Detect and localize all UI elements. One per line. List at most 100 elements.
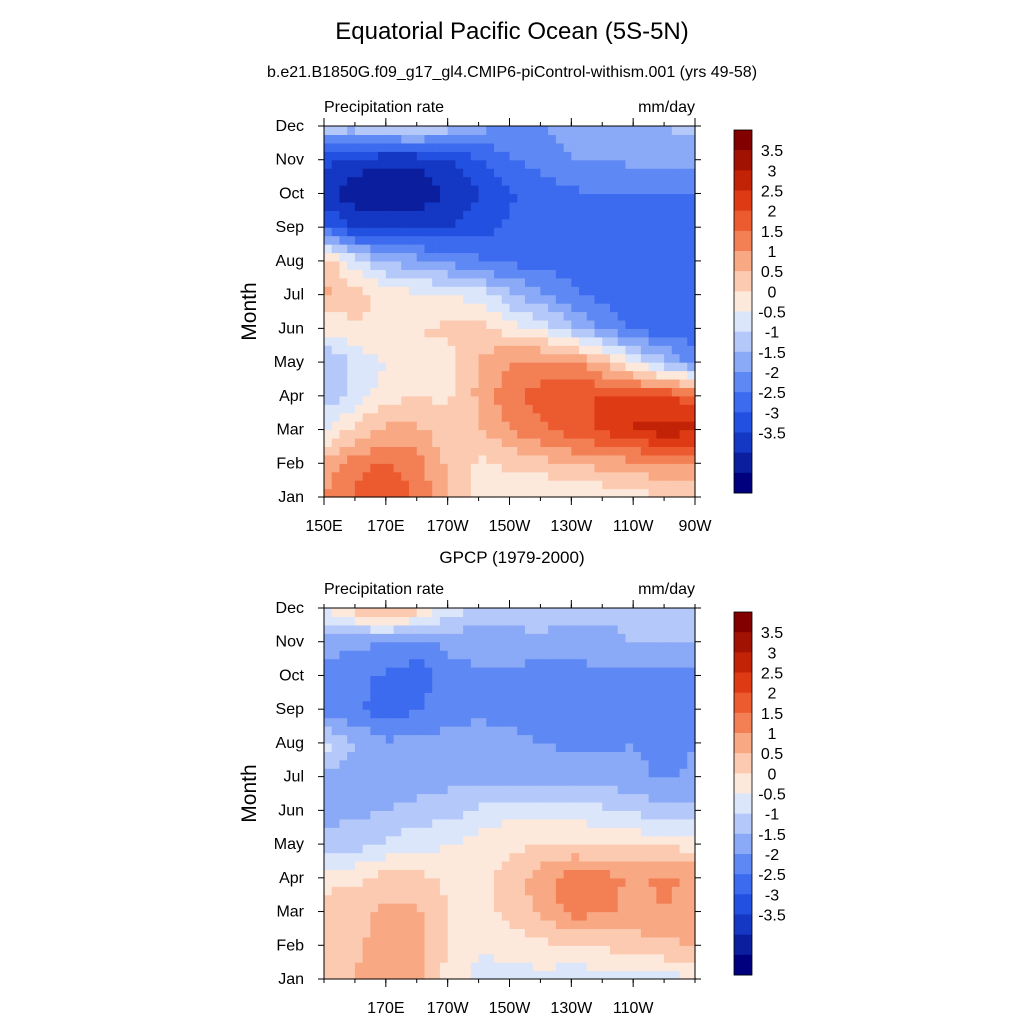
heatmap-cell [486, 210, 495, 220]
heatmap-cell [609, 776, 619, 786]
heatmap-cell [555, 446, 565, 456]
heatmap-cell [687, 260, 696, 270]
heatmap-cell [378, 227, 387, 237]
heatmap-cell [409, 311, 418, 321]
heatmap-cell [532, 328, 542, 338]
heatmap-cell [586, 953, 596, 963]
heatmap-cell [633, 801, 642, 811]
heatmap-cell [385, 835, 395, 845]
heatmap-cell [501, 742, 511, 752]
heatmap-cell [463, 633, 472, 643]
heatmap-cell [486, 404, 495, 414]
heatmap-cell [362, 709, 371, 719]
heatmap-cell [401, 936, 410, 946]
heatmap-cell [586, 269, 596, 279]
heatmap-cell [656, 260, 665, 270]
heatmap-cell [331, 945, 341, 955]
heatmap-cell [540, 269, 549, 279]
heatmap-cell [409, 683, 418, 693]
heatmap-cell [640, 319, 650, 329]
heatmap-cell [594, 886, 603, 896]
heatmap-cell [416, 751, 426, 761]
heatmap-cell [439, 201, 449, 211]
heatmap-cell [687, 844, 696, 854]
heatmap-cell [478, 437, 487, 448]
heatmap-cell [354, 624, 364, 634]
heatmap-cell [602, 480, 611, 490]
heatmap-cell [470, 970, 480, 980]
heatmap-cell [617, 911, 627, 921]
heatmap-cell [594, 633, 603, 643]
heatmap-cell [463, 768, 472, 778]
heatmap-cell [370, 218, 379, 228]
heatmap-cell [640, 641, 650, 651]
heatmap-cell [486, 869, 495, 879]
heatmap-cell [463, 404, 472, 414]
heatmap-cell [648, 176, 657, 186]
heatmap-cell [679, 201, 688, 211]
heatmap-cell [625, 210, 634, 220]
heatmap-cell [370, 827, 379, 837]
heatmap-cell [401, 970, 410, 980]
heatmap-cell [602, 260, 611, 270]
heatmap-cell [470, 667, 480, 677]
heatmap-cell [609, 886, 619, 896]
heatmap-cell [378, 210, 387, 220]
heatmap-cell [509, 877, 518, 887]
heatmap-cell [447, 454, 456, 464]
heatmap-cell [447, 303, 456, 313]
heatmap-cell [331, 886, 341, 896]
heatmap-cell [679, 252, 688, 262]
heatmap-cell [470, 235, 480, 245]
heatmap-cell [532, 911, 542, 921]
heatmap-cell [633, 269, 642, 279]
heatmap-cell [424, 210, 433, 220]
colorbar-label: -1.5 [758, 827, 786, 844]
heatmap-cell [370, 471, 379, 481]
heatmap-cell [664, 269, 673, 279]
y-tick-label: Aug [276, 735, 304, 752]
heatmap-cell [447, 633, 456, 643]
heatmap-cell [517, 286, 526, 296]
heatmap-cell [370, 894, 379, 904]
heatmap-cell [455, 776, 464, 786]
heatmap-cell [501, 717, 511, 727]
heatmap-cell [470, 759, 480, 769]
heatmap-cell [586, 801, 596, 811]
heatmap-cell [447, 742, 456, 752]
heatmap-cell [687, 911, 696, 921]
heatmap-cell [339, 709, 348, 719]
heatmap-cell [517, 235, 526, 245]
heatmap-cell [447, 852, 456, 862]
heatmap-cell [331, 709, 341, 719]
heatmap-cell [339, 785, 348, 795]
heatmap-cell [602, 201, 611, 211]
heatmap-cell [648, 608, 657, 618]
heatmap-cell [339, 488, 348, 498]
heatmap-cell [617, 886, 627, 896]
heatmap-cell [393, 176, 402, 186]
heatmap-cell [331, 142, 341, 152]
heatmap-cell [439, 658, 449, 668]
heatmap-cell [687, 717, 696, 727]
heatmap-cell [579, 277, 588, 287]
heatmap-cell [331, 928, 341, 938]
heatmap-cell [432, 903, 441, 913]
heatmap-cell [393, 168, 402, 178]
heatmap-cell [664, 894, 673, 904]
heatmap-cell [517, 168, 526, 178]
heatmap-cell [555, 717, 565, 727]
heatmap-cell [424, 218, 433, 228]
heatmap-cell [664, 395, 673, 405]
heatmap-cell [409, 700, 418, 710]
heatmap-cell [609, 683, 619, 693]
heatmap-cell [385, 608, 395, 618]
heatmap-cell [656, 759, 665, 769]
heatmap-cell [548, 742, 557, 752]
heatmap-cell [532, 429, 542, 439]
heatmap-cell [447, 869, 456, 879]
heatmap-cell [354, 235, 364, 245]
heatmap-cell [494, 962, 503, 972]
heatmap-cell [594, 193, 603, 203]
heatmap-cell [447, 328, 456, 338]
